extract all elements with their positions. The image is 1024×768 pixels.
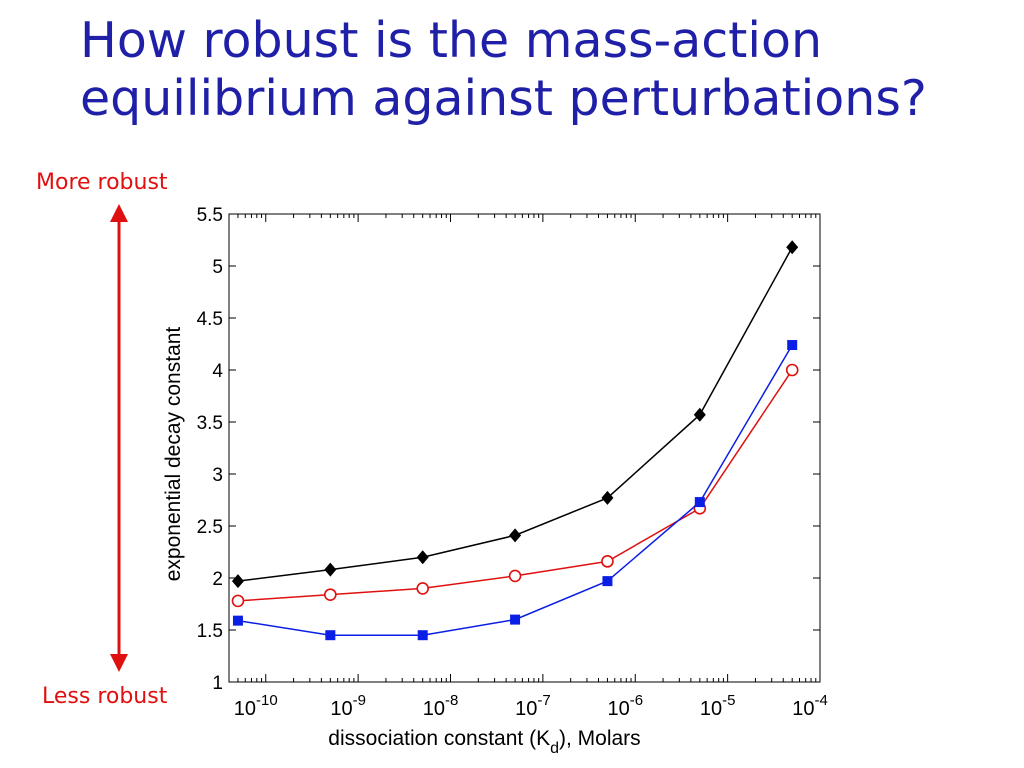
chart-axes <box>228 213 821 683</box>
series-1-point <box>786 240 799 255</box>
y-tick-label: 5 <box>212 257 223 278</box>
x-tick-label: 10-7 <box>515 692 551 720</box>
series-3-point <box>325 630 336 641</box>
chart-series <box>231 240 799 641</box>
slide-title-line-2: equilibrium against perturbations? <box>80 70 927 127</box>
series-3-point <box>417 630 428 641</box>
series-2-point <box>508 569 522 583</box>
y-tick-label: 3 <box>212 465 223 486</box>
plot-frame <box>228 213 821 683</box>
series-1-point <box>324 562 337 577</box>
series-2-point <box>601 555 614 568</box>
x-tick-label: 10-8 <box>423 692 459 720</box>
y-axis-label: exponential decay constant <box>162 327 185 582</box>
y-tick-label: 4 <box>212 361 223 382</box>
slide-title: How robust is the mass-action equilibriu… <box>80 12 927 128</box>
arrow-head-down <box>110 654 128 672</box>
series-1-point <box>509 528 522 543</box>
x-tick-label: 10-10 <box>234 692 278 720</box>
less-robust-label: Less robust <box>42 684 168 709</box>
chart-labels: 1 1.5 2 2.5 3 3.5 4 4.5 5 5.5 10-10 10-9 10-8 10-7 10-… <box>162 205 828 757</box>
x-axis-label: dissociation constant (Kd), Molars <box>328 727 640 757</box>
series-2-point <box>231 594 245 608</box>
series-2-point <box>785 363 799 377</box>
series-3-point <box>232 615 243 626</box>
robustness-arrow <box>110 204 128 672</box>
series-1-point <box>231 574 244 589</box>
slide-title-line-1: How robust is the mass-action <box>80 12 823 69</box>
y-tick-label: 3.5 <box>197 413 223 434</box>
x-tick-label: 10-5 <box>700 692 736 720</box>
more-robust-label: More robust <box>36 170 168 195</box>
series-3-line <box>237 344 793 636</box>
arrow-head-up <box>110 204 128 222</box>
x-tick-label: 10-6 <box>607 692 643 720</box>
y-tick-label: 2.5 <box>197 517 223 538</box>
series-3-point <box>510 614 521 625</box>
series-1-point <box>693 407 706 422</box>
series-3-point <box>787 340 798 351</box>
series-1-point <box>601 490 614 505</box>
y-tick-label: 1.5 <box>197 621 223 642</box>
series-3-point <box>602 576 613 587</box>
y-tick-label: 2 <box>212 569 223 590</box>
x-tick-label: 10-4 <box>792 692 828 720</box>
series-2-point <box>324 588 337 601</box>
y-tick-label: 4.5 <box>197 309 223 330</box>
x-tick-label: 10-9 <box>330 692 366 720</box>
series-3-point <box>694 497 705 508</box>
series-2-point <box>416 582 429 595</box>
y-tick-label: 5.5 <box>197 205 223 226</box>
y-tick-label: 1 <box>212 673 223 694</box>
series-1-point <box>416 550 429 565</box>
